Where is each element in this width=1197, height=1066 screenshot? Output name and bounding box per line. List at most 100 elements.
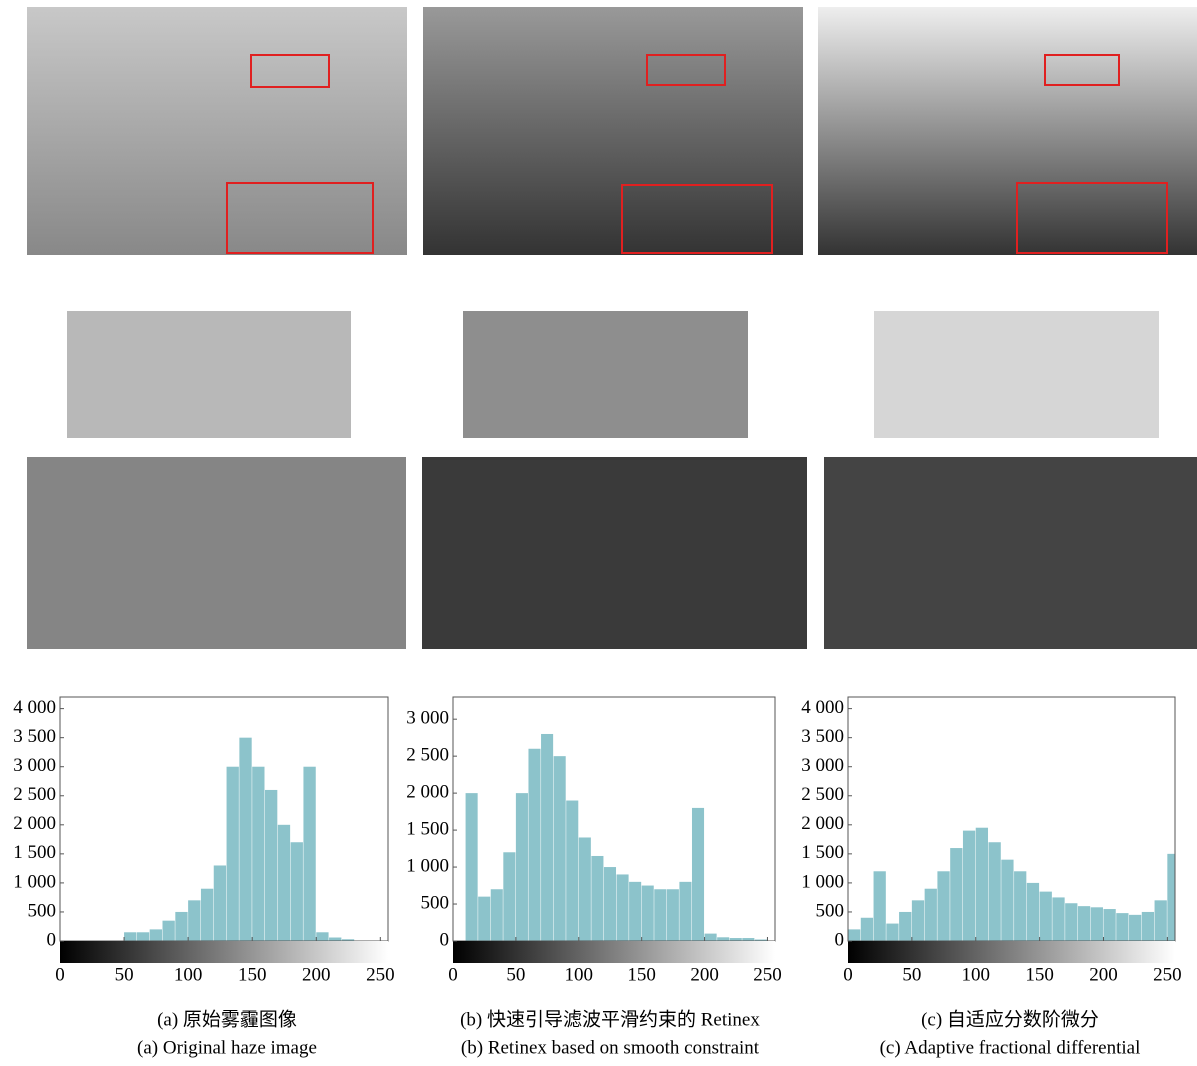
bar (265, 790, 277, 941)
y-tick-label: 3 500 (13, 726, 56, 747)
y-tick-label: 2 500 (13, 784, 56, 805)
bar (528, 749, 540, 941)
bar (848, 929, 860, 941)
x-tick-label: 150 (627, 964, 656, 985)
bar (163, 921, 175, 941)
bar (617, 874, 629, 941)
y-tick-label: 2 000 (406, 781, 449, 802)
photo-row-3 (27, 457, 1197, 649)
caption-en: (a) Original haze image (137, 1037, 317, 1058)
caption-en: (c) Adaptive fractional differential (880, 1037, 1141, 1058)
bar (491, 889, 503, 941)
bar (1040, 892, 1052, 941)
x-tick-label: 200 (690, 964, 719, 985)
bar (1103, 909, 1115, 941)
caption-zh: (c) 自适应分数阶微分 (921, 1008, 1099, 1030)
photo-row-1 (27, 7, 1197, 255)
bar (291, 842, 303, 941)
bar (554, 756, 566, 941)
bar (137, 932, 149, 941)
x-tick-label: 0 (55, 964, 65, 985)
bar (667, 889, 679, 941)
y-tick-label: 2 500 (801, 784, 844, 805)
x-tick-label: 100 (961, 964, 990, 985)
y-tick-label: 2 000 (801, 813, 844, 834)
y-tick-label: 2 000 (13, 813, 56, 834)
bar (874, 871, 886, 941)
x-tick-label: 100 (565, 964, 594, 985)
y-tick-label: 1 500 (801, 842, 844, 863)
bar (278, 825, 290, 941)
bar (1065, 903, 1077, 941)
y-tick-label: 0 (835, 929, 845, 950)
y-tick-label: 1 000 (406, 855, 449, 876)
bar (516, 793, 528, 941)
bar (227, 767, 239, 941)
y-tick-label: 3 000 (801, 755, 844, 776)
caption-zh: (b) 快速引导滤波平滑约束的 Retinex (460, 1008, 760, 1030)
bar (604, 867, 616, 941)
bar (503, 852, 515, 941)
x-tick-label: 250 (366, 964, 395, 985)
x-tick-label: 200 (302, 964, 331, 985)
y-tick-label: 4 000 (801, 697, 844, 718)
bar (478, 897, 490, 941)
x-tick-label: 50 (902, 964, 921, 985)
x-tick-label: 50 (115, 964, 134, 985)
x-tick-label: 250 (1153, 964, 1182, 985)
bar (861, 918, 873, 941)
bar (252, 767, 264, 941)
bar (188, 900, 200, 941)
x-tick-label: 50 (506, 964, 525, 985)
bar (1014, 871, 1026, 941)
y-tick-label: 1 000 (801, 871, 844, 892)
bar (124, 932, 136, 941)
y-tick-label: 2 500 (406, 745, 449, 766)
x-tick-label: 250 (753, 964, 782, 985)
bar (1116, 913, 1128, 941)
y-tick-label: 0 (440, 929, 450, 950)
bar (886, 924, 898, 941)
bar (1027, 883, 1039, 941)
y-tick-label: 3 000 (13, 755, 56, 776)
bar (976, 828, 988, 941)
y-tick-label: 1 500 (13, 842, 56, 863)
bar (316, 932, 328, 941)
bar (692, 808, 704, 941)
y-tick-label: 1 000 (13, 871, 56, 892)
x-tick-label: 150 (238, 964, 267, 985)
bar (654, 889, 666, 941)
bar (925, 889, 937, 941)
y-tick-label: 500 (28, 900, 57, 921)
bar (950, 848, 962, 941)
bar (566, 801, 578, 941)
y-tick-label: 500 (421, 892, 450, 913)
bar (239, 738, 251, 941)
x-tick-label: 150 (1025, 964, 1054, 985)
bar (1078, 906, 1090, 941)
bar (679, 882, 691, 941)
bar (1155, 900, 1167, 941)
bar (1091, 907, 1103, 941)
y-tick-label: 500 (816, 900, 845, 921)
color-bar (453, 941, 775, 963)
bar (629, 882, 641, 941)
bar (201, 889, 213, 941)
bar (329, 938, 341, 941)
bar (150, 929, 162, 941)
bar (579, 837, 591, 941)
caption-en: (b) Retinex based on smooth constraint (461, 1037, 760, 1058)
x-tick-label: 0 (448, 964, 458, 985)
bar (989, 842, 1001, 941)
y-tick-label: 3 000 (406, 708, 449, 729)
bar (591, 856, 603, 941)
bar (912, 900, 924, 941)
x-tick-label: 0 (843, 964, 853, 985)
bar (175, 912, 187, 941)
y-tick-label: 4 000 (13, 697, 56, 718)
bar (705, 934, 717, 941)
x-tick-label: 100 (174, 964, 203, 985)
bar (717, 937, 729, 941)
color-bar (60, 941, 388, 963)
figure: 05001 0001 5002 0002 5003 0003 5004 0000… (0, 0, 1197, 1061)
